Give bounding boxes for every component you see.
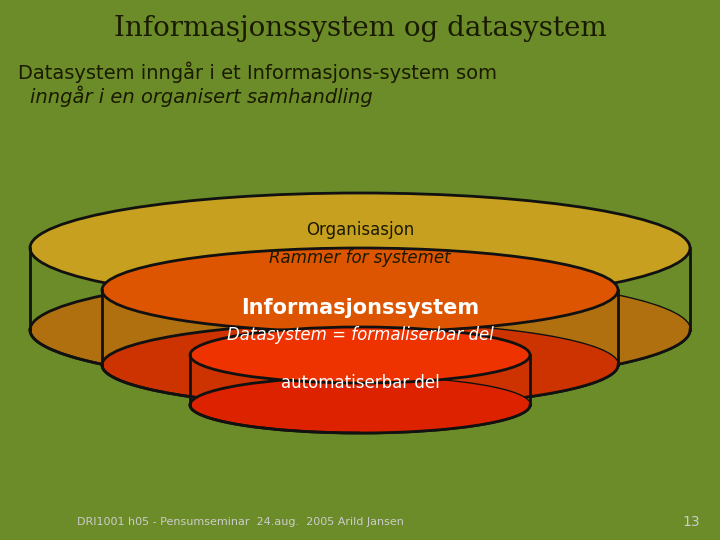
Text: DRI1001 h05 - Pensumseminar  24.aug.  2005 Arild Jansen: DRI1001 h05 - Pensumseminar 24.aug. 2005… — [76, 517, 403, 527]
Ellipse shape — [102, 248, 618, 332]
Ellipse shape — [30, 275, 690, 385]
Text: Datasystem = formaliserbar del: Datasystem = formaliserbar del — [227, 326, 493, 344]
Polygon shape — [360, 193, 690, 385]
Text: inngår i en organisert samhandling: inngår i en organisert samhandling — [30, 85, 373, 107]
Ellipse shape — [102, 323, 618, 407]
Ellipse shape — [190, 327, 530, 383]
Text: Organisasjon: Organisasjon — [306, 221, 414, 239]
Text: Datasystem inngår i et Informasjons-system som: Datasystem inngår i et Informasjons-syst… — [18, 61, 497, 83]
Text: Informasjonssystem og datasystem: Informasjonssystem og datasystem — [114, 15, 606, 42]
Polygon shape — [360, 248, 618, 407]
Text: Informasjonssystem: Informasjonssystem — [241, 298, 479, 318]
Text: Rammer for systemet: Rammer for systemet — [269, 249, 451, 267]
Ellipse shape — [30, 193, 690, 303]
Ellipse shape — [190, 377, 530, 433]
Text: automatiserbar del: automatiserbar del — [281, 374, 439, 392]
Polygon shape — [360, 327, 530, 433]
Text: 13: 13 — [683, 515, 700, 529]
